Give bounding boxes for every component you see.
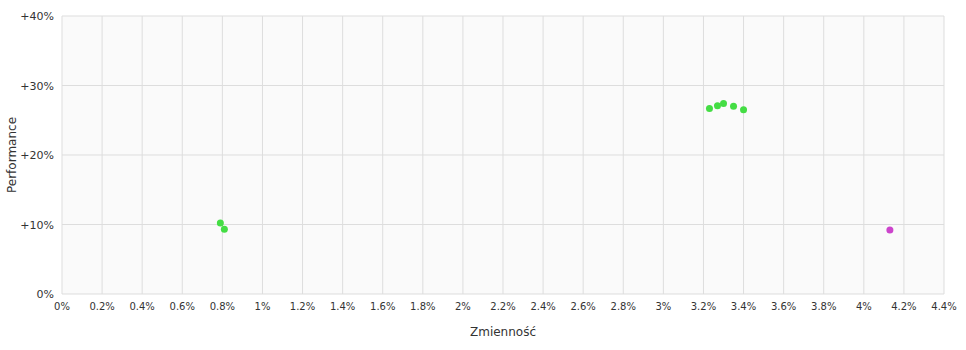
x-tick-label: 2.2% (490, 301, 515, 312)
x-tick-label: 4.4% (931, 301, 956, 312)
x-tick-label: 3.8% (811, 301, 836, 312)
x-tick-label: 3% (655, 301, 671, 312)
x-tick-label: 4% (856, 301, 872, 312)
y-tick-label: +10% (20, 219, 54, 232)
point (221, 226, 228, 233)
x-tick-label: 2.8% (611, 301, 636, 312)
x-tick-label: 1.2% (290, 301, 315, 312)
series (217, 100, 747, 233)
x-tick-label: 2% (455, 301, 471, 312)
series (886, 227, 893, 234)
y-grid-line (62, 294, 944, 295)
point (720, 100, 727, 107)
x-tick-label: 3.6% (771, 301, 796, 312)
x-tick-label: 0.4% (129, 301, 154, 312)
point (886, 227, 893, 234)
points (217, 100, 894, 233)
x-tick-label: 2.4% (530, 301, 555, 312)
x-tick-label: 1.6% (370, 301, 395, 312)
y-grid-line (62, 155, 944, 156)
y-tick-label: +30% (20, 80, 54, 93)
y-tick-label: +20% (20, 149, 54, 162)
point (714, 102, 721, 109)
point (217, 220, 224, 227)
x-tick-label: 1% (255, 301, 271, 312)
x-tick-label: 0% (54, 301, 70, 312)
x-tick-label: 0.8% (210, 301, 235, 312)
x-tick-label: 3.2% (691, 301, 716, 312)
tick-labels: 0% 0.2% 0.4% 0.6% 0.8% 1% 1.2% 1.4% 1.6% 1.8% 2% 2.… (20, 10, 956, 312)
y-axis-label: Performance (5, 117, 19, 193)
point (706, 105, 713, 112)
point (730, 103, 737, 110)
x-tick-label: 0.6% (170, 301, 195, 312)
plot-background (62, 16, 944, 294)
y-grid-line (62, 85, 944, 86)
y-tick-label: +40% (20, 10, 54, 23)
x-axis-label: Zmienność (470, 325, 536, 339)
grid (62, 16, 944, 294)
point (740, 106, 747, 113)
x-tick-label: 4.2% (891, 301, 916, 312)
y-grid-line (62, 224, 944, 225)
x-tick-label: 0.2% (89, 301, 114, 312)
x-tick-label: 2.6% (570, 301, 595, 312)
y-tick-label: 0% (37, 288, 54, 301)
x-tick-label: 1.4% (330, 301, 355, 312)
x-tick-label: 1.8% (410, 301, 435, 312)
y-grid-line (62, 16, 944, 17)
chart: 0% 0.2% 0.4% 0.6% 0.8% 1% 1.2% 1.4% 1.6% 1.8% 2% 2.… (0, 0, 966, 350)
x-tick-label: 3.4% (731, 301, 756, 312)
